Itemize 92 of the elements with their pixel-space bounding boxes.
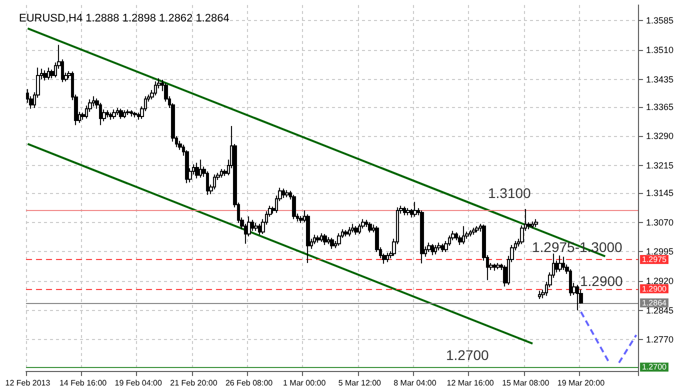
- x-tick-label: 12 Feb 2013: [5, 378, 51, 388]
- candlestick: [282, 188, 285, 198]
- candlestick: [431, 244, 434, 256]
- candlestick: [420, 210, 424, 264]
- x-tick-label: 12 Mar 16:00: [446, 378, 494, 388]
- candlestick: [413, 201, 417, 218]
- x-tick-label: 15 Mar 08:00: [502, 378, 550, 388]
- candlestick: [313, 234, 316, 245]
- candlestick: [441, 243, 444, 252]
- y-tick-label: 1.2920: [646, 276, 674, 286]
- candlestick: [123, 110, 126, 119]
- candlestick: [434, 244, 437, 255]
- text: EURUSD,H4 1.2888 1.2898 1.2862 1.2864: [19, 12, 230, 24]
- candlestick: [562, 256, 565, 271]
- candlestick: [254, 222, 258, 232]
- candlestick: [406, 208, 410, 216]
- y-tick-label: 1.2845: [646, 305, 674, 316]
- candlestick: [368, 222, 372, 233]
- candlestick: [455, 232, 458, 241]
- y-tick-label: 1.3215: [646, 160, 674, 170]
- ref-line-label: 1.2900: [642, 284, 668, 294]
- y-tick-label: 1.3290: [646, 131, 674, 142]
- x-tick-label: 5 Mar 12:00: [338, 378, 382, 388]
- x-tick-label: 19 Mar 20:00: [557, 378, 606, 388]
- x-tick-label: 1 Mar 00:00: [282, 378, 326, 388]
- candlestick: [133, 111, 137, 118]
- candlestick: [213, 174, 216, 190]
- candlestick: [126, 109, 130, 116]
- candlestick: [116, 107, 119, 116]
- candlestick: [569, 268, 572, 296]
- ref-line-label: 1.2700: [642, 362, 668, 372]
- candlestick: [558, 255, 562, 272]
- ref-line-label: 1.2864: [642, 298, 668, 308]
- candlestick: [469, 230, 472, 237]
- y-tick-label: 1.3145: [646, 188, 674, 198]
- candlestick: [292, 194, 296, 220]
- candlestick: [285, 190, 289, 198]
- x-tick-label: 21 Feb 20:00: [170, 378, 218, 388]
- x-tick-label: 14 Feb 16:00: [59, 378, 108, 388]
- candlestick: [112, 109, 116, 120]
- candlestick: [109, 112, 112, 120]
- ref-line-label: 1.2975: [642, 254, 668, 264]
- annotation: 1.3100: [488, 185, 532, 201]
- candlestick: [206, 170, 209, 196]
- candlestick: [344, 230, 348, 237]
- y-tick-label: 1.2770: [646, 334, 674, 345]
- y-tick-label: 1.3585: [646, 16, 674, 26]
- candlestick: [403, 206, 406, 216]
- candlestick: [496, 262, 500, 270]
- candlestick: [47, 67, 50, 80]
- candlestick: [386, 252, 389, 263]
- y-tick-label: 1.3365: [646, 102, 674, 112]
- candlestick: [320, 232, 323, 242]
- y-tick-label: 1.3435: [646, 74, 674, 84]
- y-tick-label: 1.2995: [646, 246, 674, 257]
- candlestick: [475, 226, 479, 233]
- candlestick: [354, 226, 358, 236]
- candlestick: [327, 236, 330, 245]
- candlestick: [358, 223, 361, 234]
- candlestick: [119, 108, 123, 120]
- y-tick-label: 1.3070: [646, 217, 674, 228]
- candlestick: [576, 284, 579, 311]
- candlestick: [531, 220, 534, 230]
- x-tick-label: 19 Feb 04:00: [114, 378, 162, 388]
- candlestick: [330, 237, 334, 250]
- candlestick: [427, 242, 431, 252]
- annotation: 1.2700: [446, 347, 490, 363]
- candlestick: [493, 263, 496, 272]
- candlestick: [437, 242, 441, 251]
- candlestick: [337, 232, 341, 246]
- x-tick-label: 26 Feb 08:00: [225, 378, 274, 388]
- candlestick: [323, 233, 327, 246]
- candlestick: [258, 223, 261, 236]
- x-tick-label: 8 Mar 04:00: [394, 378, 437, 388]
- candlestick: [106, 110, 109, 118]
- candlestick: [316, 235, 320, 244]
- candlestick: [306, 214, 310, 264]
- candlestick: [534, 218, 538, 228]
- candlestick: [348, 226, 351, 237]
- candlestick: [472, 227, 476, 236]
- candlestick: [351, 223, 354, 233]
- candlestick: [199, 159, 202, 178]
- candlestick: [462, 226, 465, 245]
- y-tick-label: 1.3510: [646, 45, 674, 56]
- candlestick: [154, 80, 157, 96]
- candlestick: [99, 102, 102, 126]
- annotation: 1.2900: [580, 273, 624, 289]
- candlestick: [220, 168, 223, 178]
- candlestick: [130, 110, 133, 118]
- candlestick: [43, 70, 47, 82]
- candlestick: [538, 290, 541, 300]
- candlestick: [195, 162, 199, 179]
